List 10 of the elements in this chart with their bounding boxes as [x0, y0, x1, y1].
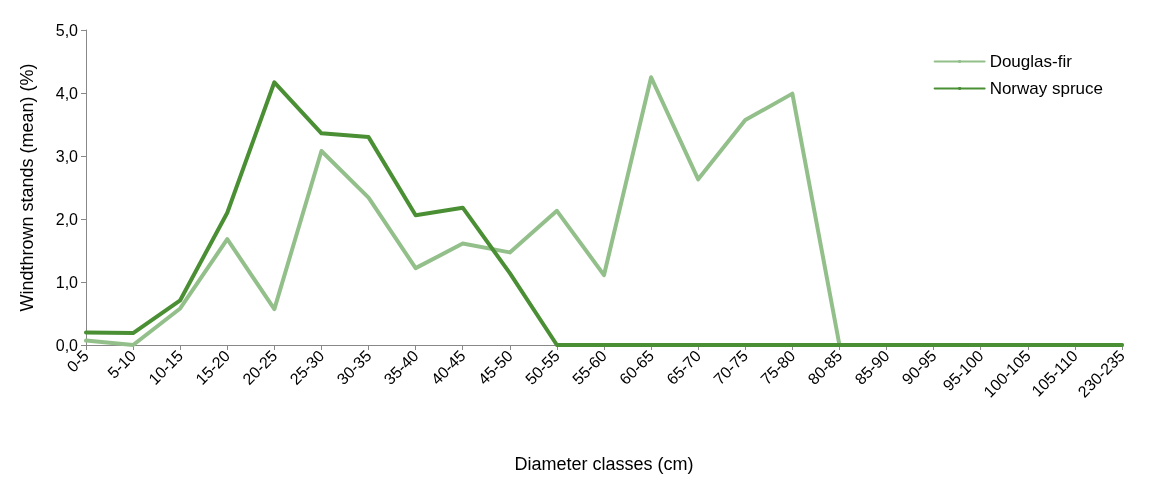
y-tick-label: 5,0	[55, 21, 79, 39]
legend-label: Norway spruce	[989, 79, 1103, 98]
y-tick-label: 1,0	[55, 273, 79, 291]
x-tick-label: 5-10	[104, 346, 140, 382]
y-tick-label: 3,0	[55, 147, 79, 165]
y-tick-label: 2,0	[55, 210, 79, 228]
y-tick-label: 4,0	[55, 84, 79, 102]
x-axis-title: Diameter classes (cm)	[514, 454, 694, 474]
y-axis-title: Windthrown stands (mean) (%)	[17, 63, 37, 312]
legend-label: Douglas-fir	[989, 52, 1073, 71]
